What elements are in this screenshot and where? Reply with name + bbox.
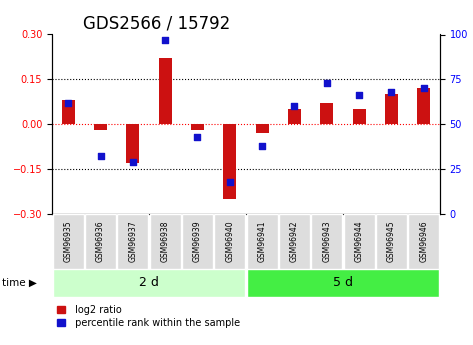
Text: GSM96945: GSM96945 — [387, 220, 396, 262]
Point — [96, 154, 104, 159]
Bar — [417, 88, 430, 124]
Bar — [126, 124, 139, 163]
Text: GSM96939: GSM96939 — [193, 220, 202, 262]
Text: 2 d: 2 d — [139, 276, 159, 289]
FancyBboxPatch shape — [311, 215, 342, 268]
Bar — [288, 109, 301, 124]
Text: GSM96937: GSM96937 — [128, 220, 137, 262]
Bar — [320, 103, 333, 124]
Point — [290, 104, 298, 109]
Bar — [191, 124, 204, 130]
FancyBboxPatch shape — [343, 215, 375, 268]
FancyBboxPatch shape — [246, 215, 278, 268]
Point — [323, 80, 331, 86]
Text: GDS2566 / 15792: GDS2566 / 15792 — [83, 15, 230, 33]
FancyBboxPatch shape — [149, 215, 181, 268]
Point — [161, 37, 169, 43]
FancyBboxPatch shape — [53, 269, 245, 297]
Bar — [385, 94, 398, 124]
Point — [387, 89, 395, 95]
Text: GSM96938: GSM96938 — [161, 220, 170, 262]
Bar — [94, 124, 107, 130]
FancyBboxPatch shape — [117, 215, 149, 268]
FancyBboxPatch shape — [376, 215, 407, 268]
Bar — [61, 100, 75, 124]
FancyBboxPatch shape — [53, 215, 84, 268]
Text: GSM96936: GSM96936 — [96, 220, 105, 262]
Text: time ▶: time ▶ — [2, 278, 37, 288]
Text: GSM96941: GSM96941 — [258, 220, 267, 262]
Point — [193, 134, 201, 139]
Bar — [352, 109, 366, 124]
Text: GSM96944: GSM96944 — [355, 220, 364, 262]
Bar — [223, 124, 236, 199]
Point — [355, 93, 363, 98]
Point — [420, 86, 428, 91]
FancyBboxPatch shape — [214, 215, 245, 268]
Text: GSM96935: GSM96935 — [64, 220, 73, 262]
Text: 5 d: 5 d — [333, 276, 353, 289]
Point — [258, 143, 266, 148]
Bar — [158, 58, 172, 124]
FancyBboxPatch shape — [85, 215, 116, 268]
Legend:  log2 ratio,  percentile rank within the sample: log2 ratio, percentile rank within the s… — [57, 305, 241, 328]
FancyBboxPatch shape — [279, 215, 310, 268]
FancyBboxPatch shape — [246, 269, 439, 297]
Text: GSM96940: GSM96940 — [225, 220, 234, 262]
Point — [129, 159, 137, 165]
Point — [64, 100, 72, 106]
FancyBboxPatch shape — [408, 215, 439, 268]
Point — [226, 179, 234, 184]
Text: GSM96942: GSM96942 — [290, 220, 299, 262]
Text: GSM96943: GSM96943 — [322, 220, 331, 262]
FancyBboxPatch shape — [182, 215, 213, 268]
Text: GSM96946: GSM96946 — [419, 220, 428, 262]
Bar — [255, 124, 269, 133]
